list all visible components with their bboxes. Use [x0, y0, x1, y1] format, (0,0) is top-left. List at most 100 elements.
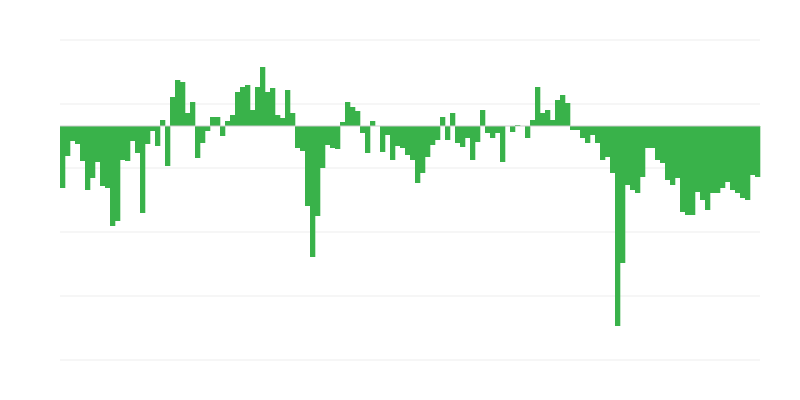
bar	[260, 67, 266, 126]
bar	[635, 126, 641, 193]
bar	[100, 126, 106, 186]
bar	[425, 126, 431, 157]
bar	[225, 121, 231, 126]
bar	[725, 126, 731, 182]
bar	[320, 126, 326, 168]
bar	[70, 126, 76, 141]
bar	[550, 120, 556, 126]
bar	[365, 126, 371, 153]
bar	[250, 110, 256, 126]
bar	[315, 126, 321, 216]
bar	[140, 126, 146, 213]
bar	[665, 126, 671, 180]
bar	[370, 121, 376, 126]
bar	[615, 126, 621, 326]
bar	[660, 126, 666, 163]
bar	[605, 126, 611, 157]
bar	[330, 126, 336, 148]
bar	[680, 126, 686, 212]
bar	[600, 126, 606, 160]
bar	[465, 126, 471, 138]
bar	[195, 126, 201, 158]
bar	[640, 126, 646, 177]
bar	[350, 107, 356, 126]
bar	[650, 126, 656, 148]
bar	[670, 126, 676, 185]
bar	[80, 126, 86, 161]
bar	[390, 126, 396, 160]
bar	[625, 126, 631, 185]
bar	[630, 126, 636, 190]
bar	[150, 126, 156, 131]
bar	[355, 111, 361, 126]
bar	[490, 126, 496, 138]
bar	[265, 92, 271, 126]
bar	[405, 126, 411, 155]
bar	[510, 126, 516, 132]
bar	[565, 103, 571, 126]
bar	[295, 126, 301, 148]
bar	[185, 113, 191, 126]
bar	[200, 126, 206, 143]
bar	[105, 126, 111, 188]
bar	[235, 92, 241, 126]
bar	[305, 126, 311, 206]
bar	[610, 126, 616, 173]
bars	[60, 67, 761, 326]
bar	[580, 126, 586, 138]
bar	[450, 113, 456, 126]
bar	[300, 126, 306, 151]
bar	[545, 110, 551, 126]
bar	[85, 126, 91, 190]
bar	[280, 118, 286, 126]
bar	[585, 126, 591, 143]
bar	[400, 126, 406, 148]
bar	[220, 126, 226, 136]
bar	[525, 126, 531, 138]
bar	[735, 126, 741, 193]
bar	[120, 126, 126, 160]
bar	[155, 126, 161, 146]
bar	[460, 126, 466, 147]
bar	[675, 126, 681, 178]
bar	[190, 102, 196, 126]
bar	[480, 110, 486, 126]
bar	[575, 126, 581, 130]
bar	[130, 126, 136, 141]
bar	[715, 126, 721, 193]
bar	[175, 80, 181, 126]
bar	[690, 126, 696, 215]
bar	[710, 126, 716, 193]
bar	[440, 117, 446, 126]
bar	[210, 117, 216, 126]
bar	[290, 113, 296, 126]
bar	[700, 126, 706, 200]
gridlines	[60, 39, 760, 361]
bar	[415, 126, 421, 183]
bar	[410, 126, 416, 160]
bar	[245, 85, 251, 126]
bar	[430, 126, 436, 145]
bar	[215, 117, 221, 126]
bar	[65, 126, 71, 156]
bar	[720, 126, 726, 188]
bar	[325, 126, 331, 145]
bar	[135, 126, 141, 153]
bar	[705, 126, 711, 210]
bar	[145, 126, 151, 144]
bar	[165, 126, 171, 166]
bar	[745, 126, 751, 200]
bar	[110, 126, 116, 226]
bar	[500, 126, 506, 162]
bar	[730, 126, 736, 190]
bar	[240, 87, 246, 126]
bar	[335, 126, 341, 149]
bar	[255, 87, 261, 126]
bar	[750, 126, 756, 175]
bar	[620, 126, 626, 263]
bar	[95, 126, 101, 162]
bar	[60, 126, 66, 188]
bar	[570, 126, 576, 130]
bar	[590, 126, 596, 135]
bar	[455, 126, 461, 143]
